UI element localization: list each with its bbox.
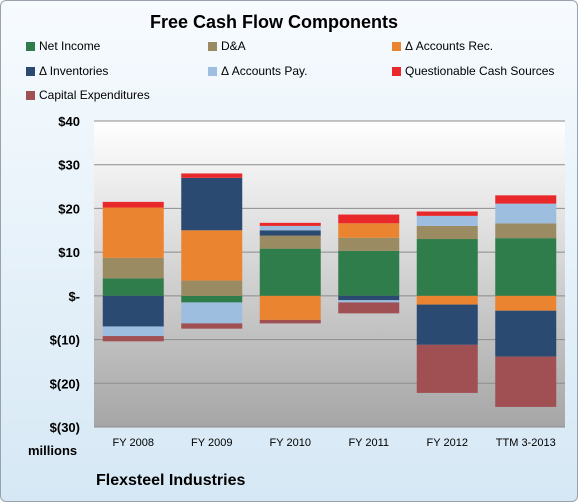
bar-segment: [338, 214, 400, 224]
bar-segment: [416, 344, 478, 393]
bar-segment: [338, 250, 400, 296]
legend-swatch-accounts-rec: [392, 42, 401, 51]
bar-segment: [259, 230, 321, 236]
legend-label-da: D&A: [221, 39, 246, 53]
bar-segment: [102, 295, 164, 327]
bar-segment: [416, 211, 478, 216]
chart-title: Free Cash Flow Components: [149, 12, 399, 32]
bar-segment: [338, 302, 400, 314]
legend-label-accounts-rec: Δ Accounts Rec.: [405, 39, 494, 53]
legend-swatch-accounts-pay: [208, 67, 217, 76]
bar-segment: [181, 302, 243, 324]
bar-segment: [495, 223, 557, 239]
bar-segment: [102, 257, 164, 279]
bar-segment: [181, 323, 243, 329]
legend-swatch-da: [208, 42, 217, 51]
bar-segment: [416, 295, 478, 305]
legend-swatch-capex: [26, 91, 35, 100]
bar-segment: [259, 319, 321, 324]
bar-segment: [102, 201, 164, 208]
bar-segment: [338, 300, 400, 303]
x-tick-label: FY 2011: [348, 437, 389, 449]
y-tick-label: $(20): [50, 376, 80, 391]
bar-segment: [181, 230, 243, 281]
bar-segment: [102, 336, 164, 342]
bar-segment: [259, 225, 321, 231]
y-tick-label: $(10): [50, 333, 80, 348]
bar-segment: [416, 215, 478, 226]
units-label: millions: [28, 443, 78, 458]
bar-segment: [495, 238, 557, 296]
plot-area: [94, 121, 565, 427]
bar-segment: [495, 295, 557, 311]
bar-segment: [338, 237, 400, 251]
y-tick-label: $20: [58, 201, 80, 216]
bar-segment: [102, 278, 164, 296]
x-tick-label: FY 2008: [113, 437, 154, 449]
bar-segment: [181, 177, 243, 231]
y-tick-label: $(30): [50, 420, 80, 435]
bar-segment: [259, 248, 321, 296]
bar-segment: [102, 326, 164, 337]
bar-segment: [181, 173, 243, 178]
legend-label-questionable: Questionable Cash Sources: [405, 64, 555, 78]
legend-item-accounts-rec: Δ Accounts Rec.: [392, 39, 493, 53]
legend-item-questionable: Questionable Cash Sources: [392, 64, 554, 78]
bar-segment: [495, 310, 557, 357]
x-tick-label: FY 2010: [270, 437, 311, 449]
legend-item-accounts-pay: Δ Accounts Pay.: [208, 64, 308, 78]
legend-label-capex: Capital Expenditures: [39, 88, 150, 102]
bar-segment: [259, 295, 321, 320]
bar-segment: [181, 280, 243, 296]
legend-item-capex: Capital Expenditures: [26, 88, 150, 102]
company-name: Flexsteel Industries: [96, 472, 246, 489]
x-tick-label: TTM 3-2013: [496, 437, 556, 449]
legend-label-accounts-pay: Δ Accounts Pay.: [221, 64, 308, 78]
bar-segment: [259, 235, 321, 249]
legend-swatch-inventories: [26, 67, 35, 76]
bar-segment: [495, 195, 557, 204]
bar-segment: [416, 239, 478, 296]
bar-segment: [338, 223, 400, 238]
bar-segment: [416, 304, 478, 345]
legend-label-inventories: Δ Inventories: [39, 64, 109, 78]
bar-segment: [181, 295, 243, 303]
legend-swatch-net-income: [26, 42, 35, 51]
y-tick-label: $-: [68, 289, 80, 304]
y-tick-label: $30: [58, 158, 80, 173]
bar-segment: [102, 207, 164, 258]
x-tick-label: FY 2012: [427, 437, 468, 449]
bar-segment: [338, 295, 400, 301]
legend-item-da: D&A: [208, 39, 246, 53]
legend-item-inventories: Δ Inventories: [26, 64, 108, 78]
legend-item-net-income: Net Income: [26, 39, 100, 53]
bar-segment: [416, 225, 478, 240]
legend-label-net-income: Net Income: [39, 39, 101, 53]
y-tick-label: $10: [58, 245, 80, 260]
bar-segment: [495, 203, 557, 224]
x-tick-label: FY 2009: [191, 437, 232, 449]
bar-segment: [259, 222, 321, 226]
bar-segment: [495, 356, 557, 407]
legend-swatch-questionable: [392, 67, 401, 76]
y-tick-label: $40: [58, 114, 80, 129]
